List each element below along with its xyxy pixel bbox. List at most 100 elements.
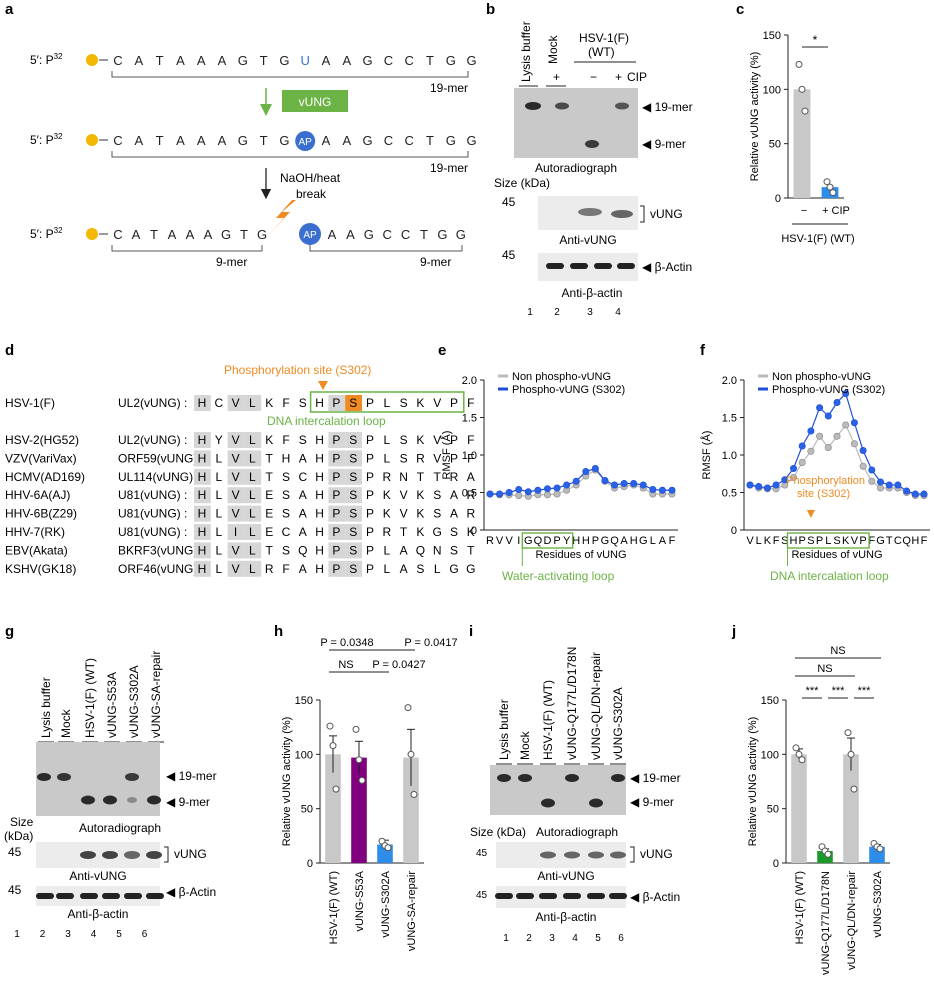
- y-tick-label: 0: [307, 858, 313, 870]
- residue: T: [400, 525, 408, 539]
- data-point: [649, 485, 657, 493]
- residue: S: [400, 451, 408, 465]
- data-point: [876, 845, 884, 853]
- panel-letter-j: j: [731, 623, 736, 640]
- significance-label: ***: [832, 685, 846, 697]
- x-tick-label: H: [911, 535, 919, 547]
- conserved-cell: [227, 487, 245, 504]
- enzyme-box: [282, 90, 348, 112]
- residue: V: [433, 451, 441, 465]
- band-actin: [124, 893, 142, 899]
- x-tick-label: H: [630, 535, 638, 547]
- lane-label: HSV-1(F) (WT): [541, 680, 555, 760]
- conserved-cell: [194, 560, 211, 577]
- residue: P: [450, 396, 458, 410]
- y-tick-label: 0: [773, 858, 779, 870]
- residue: T: [467, 543, 475, 557]
- residue: P: [366, 396, 374, 410]
- anti-actin-label: Anti-β-actin: [68, 907, 129, 921]
- nucleotide: G: [279, 133, 289, 148]
- residue: P: [366, 507, 374, 521]
- data-point: [826, 183, 834, 191]
- nucleotide: A: [176, 133, 185, 148]
- residue: H: [315, 507, 324, 521]
- x-tick-label: L: [650, 535, 656, 547]
- ns-label: NS: [830, 645, 845, 657]
- x-tick-label: G: [601, 535, 610, 547]
- x-tick-label: H: [572, 535, 580, 547]
- bracket-middle: [111, 151, 469, 158]
- lane-label: vUNG-QL/DN-repair: [589, 652, 603, 760]
- nucleotide: A: [346, 227, 355, 242]
- x-tick-label: L: [825, 535, 831, 547]
- lane-number: 3: [587, 307, 593, 318]
- y-tick-label: 0: [731, 525, 737, 537]
- conserved-cell: [345, 432, 362, 448]
- vung-band-label: vUNG: [640, 847, 673, 861]
- panel-letter-h: h: [274, 623, 283, 640]
- residue: S: [282, 543, 290, 557]
- conserved-cell: [345, 524, 362, 540]
- vung-band-label: vUNG: [174, 847, 207, 861]
- sign-lane2: +: [553, 70, 560, 84]
- data-point: [850, 785, 858, 793]
- residue: P: [366, 433, 374, 447]
- residue: T: [266, 470, 274, 484]
- lane-label: vUNG-S302A: [127, 665, 141, 738]
- residue: H: [198, 451, 207, 465]
- phospho-site-label: Phosphorylation: [786, 475, 865, 487]
- nucleotide: T: [426, 133, 434, 148]
- band-actin: [102, 893, 120, 899]
- anti-vung-label: Anti-vUNG: [559, 233, 616, 247]
- loop-box: [521, 532, 574, 549]
- residue: S: [400, 433, 408, 447]
- residue: G: [433, 525, 442, 539]
- residue: S: [299, 433, 307, 447]
- nucleotide: T: [260, 133, 268, 148]
- x-tick-label: K: [764, 535, 772, 547]
- mw-marker-vung: 45: [476, 848, 488, 859]
- residue: P: [332, 507, 340, 521]
- band-label-19mer: ◀ 19-mer: [642, 100, 693, 114]
- conserved-cell: [345, 468, 362, 485]
- residue: S: [349, 507, 357, 521]
- y-axis-label: Relative vUNG activity (%): [747, 717, 759, 847]
- data-point: [515, 485, 523, 493]
- residue: K: [416, 488, 424, 502]
- conserved-cell: [244, 524, 262, 540]
- data-point: [332, 785, 340, 793]
- lane-labels-g: Lysis buffer Mock HSV-1(F) (WT) vUNG-S53A vU…: [38, 651, 164, 743]
- conserved-cell: [244, 450, 262, 467]
- data-point: [850, 419, 858, 427]
- residue: F: [282, 562, 289, 576]
- legend-label: Phospho-vUNG (S302): [512, 384, 625, 396]
- residue: S: [349, 433, 357, 447]
- bar: [403, 757, 419, 863]
- residue: R: [265, 562, 274, 576]
- conserved-cell: [227, 560, 245, 577]
- size-kda-label: Size (kDa): [470, 825, 526, 839]
- data-point: [833, 432, 841, 440]
- anti-actin-blot: [496, 886, 626, 908]
- x-tick-label: P: [799, 535, 806, 547]
- gene-name: ORF46(vUNG) :: [118, 562, 204, 576]
- data-point: [859, 446, 867, 454]
- x-tick-label: G: [639, 535, 648, 547]
- bracket-top: [111, 71, 469, 78]
- p-value-label: P = 0.0427: [372, 659, 425, 671]
- x-tick-label: R: [486, 535, 494, 547]
- data-point: [876, 478, 884, 486]
- conserved-cell: [328, 560, 346, 577]
- lane-number: 4: [572, 933, 578, 944]
- conserved-cell: [328, 505, 346, 522]
- conserved-cell: [345, 450, 362, 467]
- x-tick-label: F: [921, 535, 928, 547]
- loop-label: DNA intercalation loop: [770, 569, 889, 583]
- virus-name: HHV-6A(AJ): [5, 488, 70, 502]
- residue: S: [299, 396, 307, 410]
- residue: S: [349, 543, 357, 557]
- size-kda-label: Size (kDa): [494, 176, 550, 190]
- residue: V: [232, 433, 240, 447]
- virus-name: HCMV(AD169): [5, 470, 85, 484]
